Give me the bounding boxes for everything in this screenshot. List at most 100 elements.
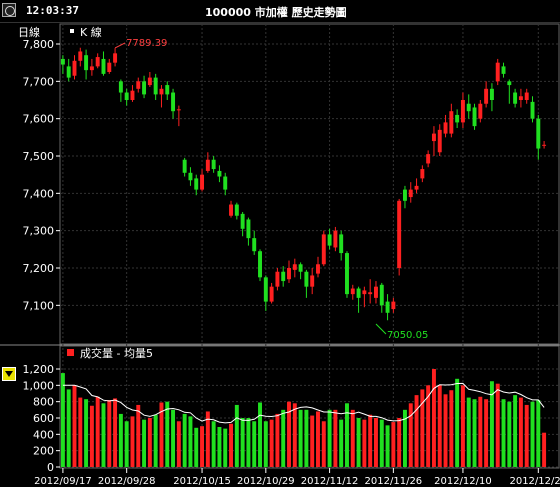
volume-panel-toggle-icon[interactable] bbox=[2, 367, 16, 381]
candle-body bbox=[507, 81, 512, 86]
price-tick-label: 7,600 bbox=[23, 113, 55, 126]
candle-body bbox=[518, 96, 523, 100]
volume-bar bbox=[211, 421, 216, 467]
volume-panel-frame bbox=[59, 345, 560, 469]
volume-bar bbox=[205, 411, 210, 467]
candle-body bbox=[101, 58, 106, 74]
volume-bar bbox=[513, 395, 518, 467]
volume-tick-label: 400 bbox=[33, 428, 54, 441]
candle-body bbox=[310, 275, 315, 287]
candle-body bbox=[78, 51, 83, 61]
candle-body bbox=[402, 189, 407, 201]
candle-body bbox=[246, 219, 251, 239]
volume-axis: 1,200 1,000 800 600 400 200 0 bbox=[23, 363, 60, 474]
candle-body bbox=[460, 100, 465, 123]
volume-bar bbox=[524, 404, 529, 467]
candle-body bbox=[136, 81, 141, 89]
volume-bar bbox=[275, 413, 280, 467]
volume-bar bbox=[217, 426, 222, 467]
candle-body bbox=[95, 57, 100, 67]
candle-body bbox=[542, 144, 547, 146]
candle-body bbox=[171, 92, 176, 112]
price-tick-label: 7,500 bbox=[23, 150, 55, 163]
candle-body bbox=[200, 174, 205, 190]
volume-bar bbox=[60, 373, 65, 467]
candle-body bbox=[333, 230, 338, 248]
candle-body bbox=[524, 92, 529, 100]
volume-bar bbox=[304, 409, 309, 467]
candle-body bbox=[339, 234, 344, 254]
chart-title: 100000 市加權 歷史走勢圖 bbox=[205, 6, 347, 19]
volume-legend-swatch bbox=[67, 349, 74, 356]
candle-body bbox=[153, 77, 158, 95]
volume-bar bbox=[234, 404, 239, 467]
candle-body bbox=[292, 264, 297, 270]
volume-bar bbox=[95, 396, 100, 467]
volume-ma5-line bbox=[62, 382, 545, 424]
volume-bar bbox=[536, 400, 541, 467]
volume-bar bbox=[298, 409, 303, 467]
candle-body bbox=[495, 62, 500, 82]
volume-bar bbox=[339, 419, 344, 467]
volume-bar bbox=[345, 403, 349, 467]
volume-bar bbox=[507, 401, 512, 467]
candle-body bbox=[443, 122, 448, 134]
candle-body bbox=[72, 60, 77, 76]
k-line-legend: K 線 bbox=[80, 25, 102, 39]
volume-bar bbox=[182, 413, 187, 467]
candle-body bbox=[107, 62, 112, 72]
volume-legend: 成交量 - 均量5 bbox=[80, 346, 153, 360]
candle-body bbox=[84, 55, 89, 71]
volume-tick-label: 800 bbox=[33, 396, 54, 409]
volume-bar bbox=[130, 416, 135, 467]
candle-body bbox=[130, 90, 135, 100]
candle-body bbox=[356, 288, 361, 298]
candle-body bbox=[269, 286, 274, 302]
volume-bar bbox=[327, 409, 332, 467]
price-tick-label: 7,400 bbox=[23, 187, 55, 200]
candle-body bbox=[420, 169, 425, 179]
candle-body bbox=[281, 271, 286, 282]
volume-bar bbox=[431, 369, 436, 467]
date-tick-label: 2012/10/29 bbox=[237, 476, 295, 487]
candle-body bbox=[362, 290, 367, 295]
volume-bar bbox=[466, 397, 471, 467]
candle-body bbox=[478, 103, 483, 119]
high-price-label: 7789.39 bbox=[126, 38, 167, 49]
volume-bar bbox=[107, 400, 112, 467]
candle-body bbox=[316, 264, 320, 274]
volume-bar bbox=[147, 418, 152, 467]
volume-bar bbox=[113, 398, 118, 467]
clock-icon[interactable] bbox=[2, 3, 16, 17]
volume-bar bbox=[84, 399, 89, 467]
candle-body bbox=[147, 77, 152, 86]
price-tick-label: 7,100 bbox=[23, 299, 55, 312]
volume-bar bbox=[518, 397, 523, 467]
volume-bar bbox=[501, 399, 506, 467]
volume-tick-label: 1,000 bbox=[23, 379, 55, 392]
volume-bar bbox=[333, 409, 338, 467]
volume-bar bbox=[484, 399, 489, 467]
candle-body bbox=[176, 109, 181, 111]
volume-tick-label: 1,200 bbox=[23, 363, 55, 376]
candle-body bbox=[124, 92, 129, 100]
volume-bar bbox=[443, 394, 448, 467]
volume-bar bbox=[246, 418, 251, 467]
candle-body bbox=[223, 176, 228, 190]
date-tick-label: 2012/12/10 bbox=[434, 476, 492, 487]
candle-body bbox=[275, 271, 280, 287]
candle-body bbox=[455, 114, 460, 123]
date-tick-label: 2012/09/17 bbox=[34, 476, 92, 487]
volume-bar bbox=[397, 418, 402, 467]
volume-bar bbox=[495, 383, 500, 467]
candle-body bbox=[379, 284, 384, 306]
volume-bar bbox=[321, 421, 326, 467]
volume-bar bbox=[408, 403, 413, 467]
volume-bar bbox=[72, 385, 77, 467]
candle-body bbox=[437, 129, 442, 153]
volume-bar bbox=[402, 409, 407, 467]
volume-bar bbox=[159, 402, 164, 467]
volume-bar bbox=[350, 409, 355, 467]
volume-bar bbox=[89, 405, 94, 467]
